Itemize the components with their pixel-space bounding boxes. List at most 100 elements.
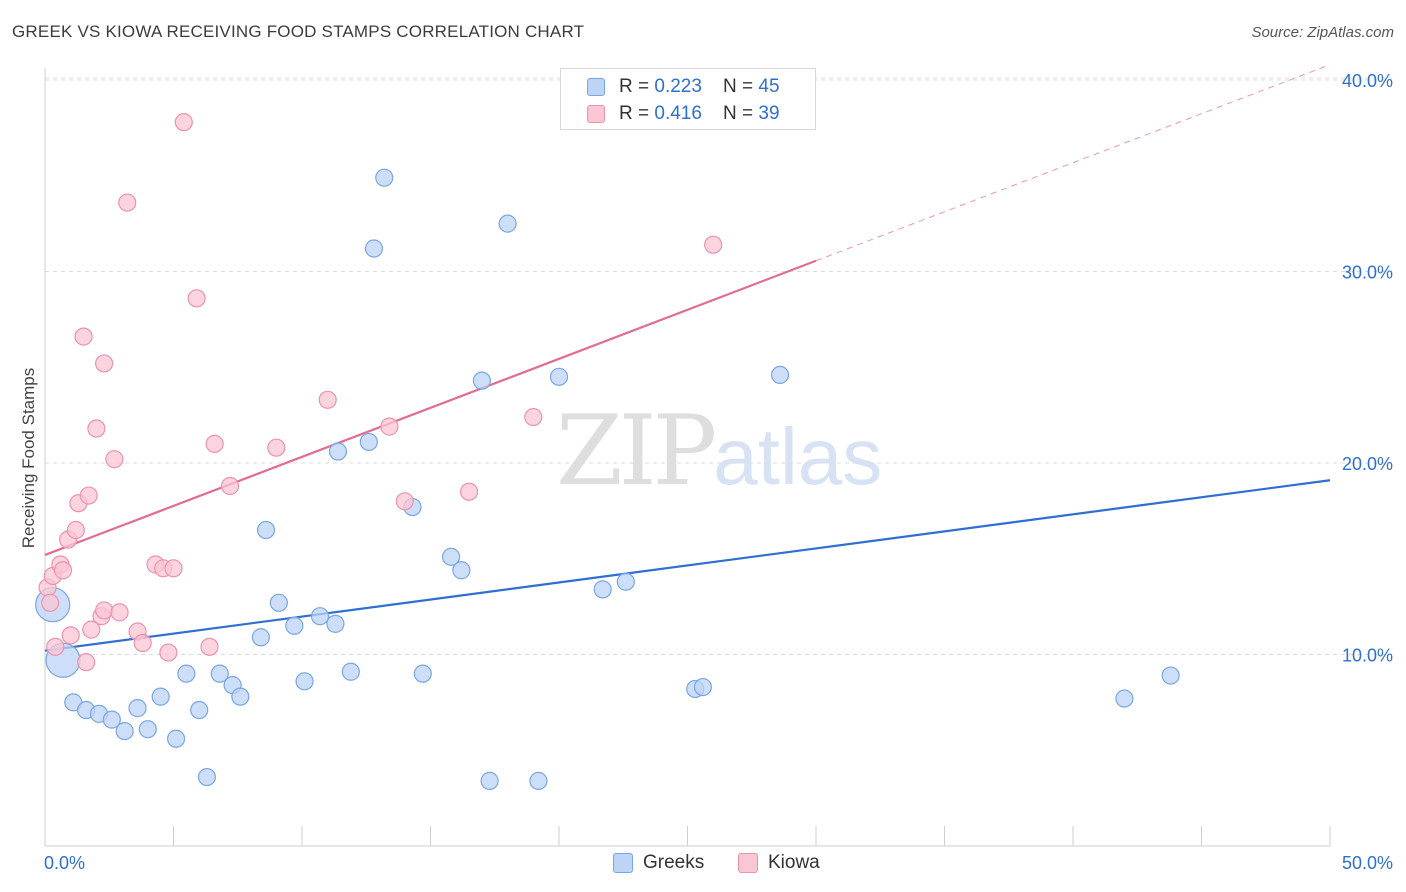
greeks-n-label: N = (723, 76, 759, 97)
greeks-point (441, 547, 461, 566)
kiowa-point (318, 390, 337, 409)
trend-layer (44, 64, 1331, 652)
kiowa-point (174, 113, 193, 132)
greeks-point (593, 580, 612, 599)
kiowa-point (164, 559, 183, 578)
greeks-point (177, 664, 196, 683)
greeks-point (529, 771, 548, 790)
greeks-point (413, 664, 432, 683)
greeks-point (328, 442, 348, 461)
greeks-point (452, 561, 471, 580)
kiowa-point (187, 289, 206, 308)
kiowa-point (95, 601, 114, 620)
greeks-point (549, 367, 569, 386)
kiowa-point (267, 438, 286, 457)
watermark: ZIPatlas (556, 395, 882, 507)
greeks-point (310, 607, 330, 626)
kiowa-point (704, 235, 723, 254)
greeks-point (138, 720, 157, 739)
axis-layer (44, 68, 1331, 847)
kiowa-point (110, 603, 129, 622)
kiowa-point (380, 417, 399, 436)
kiowa-point (395, 492, 414, 511)
greeks-point (326, 614, 345, 633)
kiowa-point (524, 407, 543, 427)
greeks-point (1115, 689, 1134, 708)
greeks-point (151, 687, 170, 706)
y-axis-label: Receiving Food Stamps (19, 368, 38, 548)
kiowa-point (87, 419, 106, 438)
points-layer (35, 113, 1180, 790)
greeks-trend-line (44, 479, 1331, 652)
legend-text-greeks: R = 0.223 N = 45 (619, 76, 780, 98)
kiowa-n-label: N = (723, 103, 759, 124)
greeks-point (128, 699, 147, 718)
kiowa-point (53, 561, 73, 580)
kiowa-point (159, 643, 178, 662)
greeks-point (693, 677, 713, 697)
greeks-point (295, 672, 314, 691)
kiowa-point (82, 620, 101, 639)
greeks-point (256, 520, 276, 540)
kiowa-point (133, 633, 152, 653)
greeks-point (269, 593, 288, 612)
greeks-point (1161, 666, 1180, 685)
greeks-point (616, 572, 635, 591)
greeks-point (115, 721, 134, 741)
greeks-point (210, 664, 229, 683)
bottom-legend-kiowa: Kiowa (738, 852, 820, 874)
source-credit: Source: ZipAtlas.com (1251, 24, 1394, 41)
kiowa-point (66, 520, 85, 540)
greeks-point (498, 214, 517, 233)
bottom-legend-greeks: Greeks (613, 852, 704, 874)
kiowa-point (459, 482, 479, 501)
greeks-r-label: R = (619, 76, 655, 97)
bottom-label-greeks: Greeks (643, 852, 705, 873)
greeks-point (480, 771, 499, 790)
greeks-r-value: 0.223 (654, 76, 702, 97)
chart-title: GREEK VS KIOWA RECEIVING FOOD STAMPS COR… (12, 22, 585, 41)
kiowa-point (79, 486, 98, 505)
x-tick-label-min: 0.0% (44, 853, 85, 873)
kiowa-point (46, 637, 65, 656)
kiowa-point (220, 476, 240, 496)
y-tick-label: 30.0% (1342, 263, 1393, 283)
legend-swatch-kiowa (587, 105, 605, 123)
y-tick-label: 40.0% (1342, 71, 1393, 91)
tick-label-layer: 10.0% 20.0% 30.0% 40.0% 0.0% 50.0% (44, 71, 1393, 873)
kiowa-trend-line (44, 259, 817, 556)
watermark-atlas: atlas (713, 412, 883, 501)
greeks-point (190, 700, 209, 720)
kiowa-point (74, 327, 93, 346)
kiowa-point (41, 593, 60, 612)
greeks-point (364, 239, 384, 258)
y-tick-label: 20.0% (1342, 454, 1393, 474)
greeks-point (375, 168, 394, 187)
kiowa-point (95, 354, 114, 373)
kiowa-point (205, 434, 224, 453)
kiowa-r-label: R = (619, 103, 655, 124)
kiowa-point (105, 450, 124, 469)
greeks-point (197, 767, 217, 787)
kiowa-point (200, 637, 219, 656)
kiowa-trend-extension (815, 64, 1331, 262)
bottom-swatch-greeks (613, 853, 633, 873)
kiowa-r-value: 0.416 (654, 103, 702, 124)
kiowa-n-value: 39 (758, 103, 780, 124)
legend-swatch-greeks (587, 78, 605, 96)
greeks-point (166, 729, 186, 748)
correlation-legend: R = 0.223 N = 45 R = 0.416 N = 39 (560, 68, 816, 130)
watermark-zip: ZIP (556, 395, 717, 507)
kiowa-point (77, 653, 96, 672)
legend-text-kiowa: R = 0.416 N = 39 (619, 103, 780, 125)
bottom-label-kiowa: Kiowa (768, 852, 820, 873)
greeks-point (341, 662, 360, 681)
greeks-point (359, 432, 378, 452)
greeks-point (770, 365, 790, 385)
kiowa-point (61, 626, 80, 645)
greeks-point (102, 710, 121, 729)
greeks-point (231, 687, 250, 706)
greeks-point (251, 628, 270, 647)
kiowa-point (118, 193, 137, 212)
